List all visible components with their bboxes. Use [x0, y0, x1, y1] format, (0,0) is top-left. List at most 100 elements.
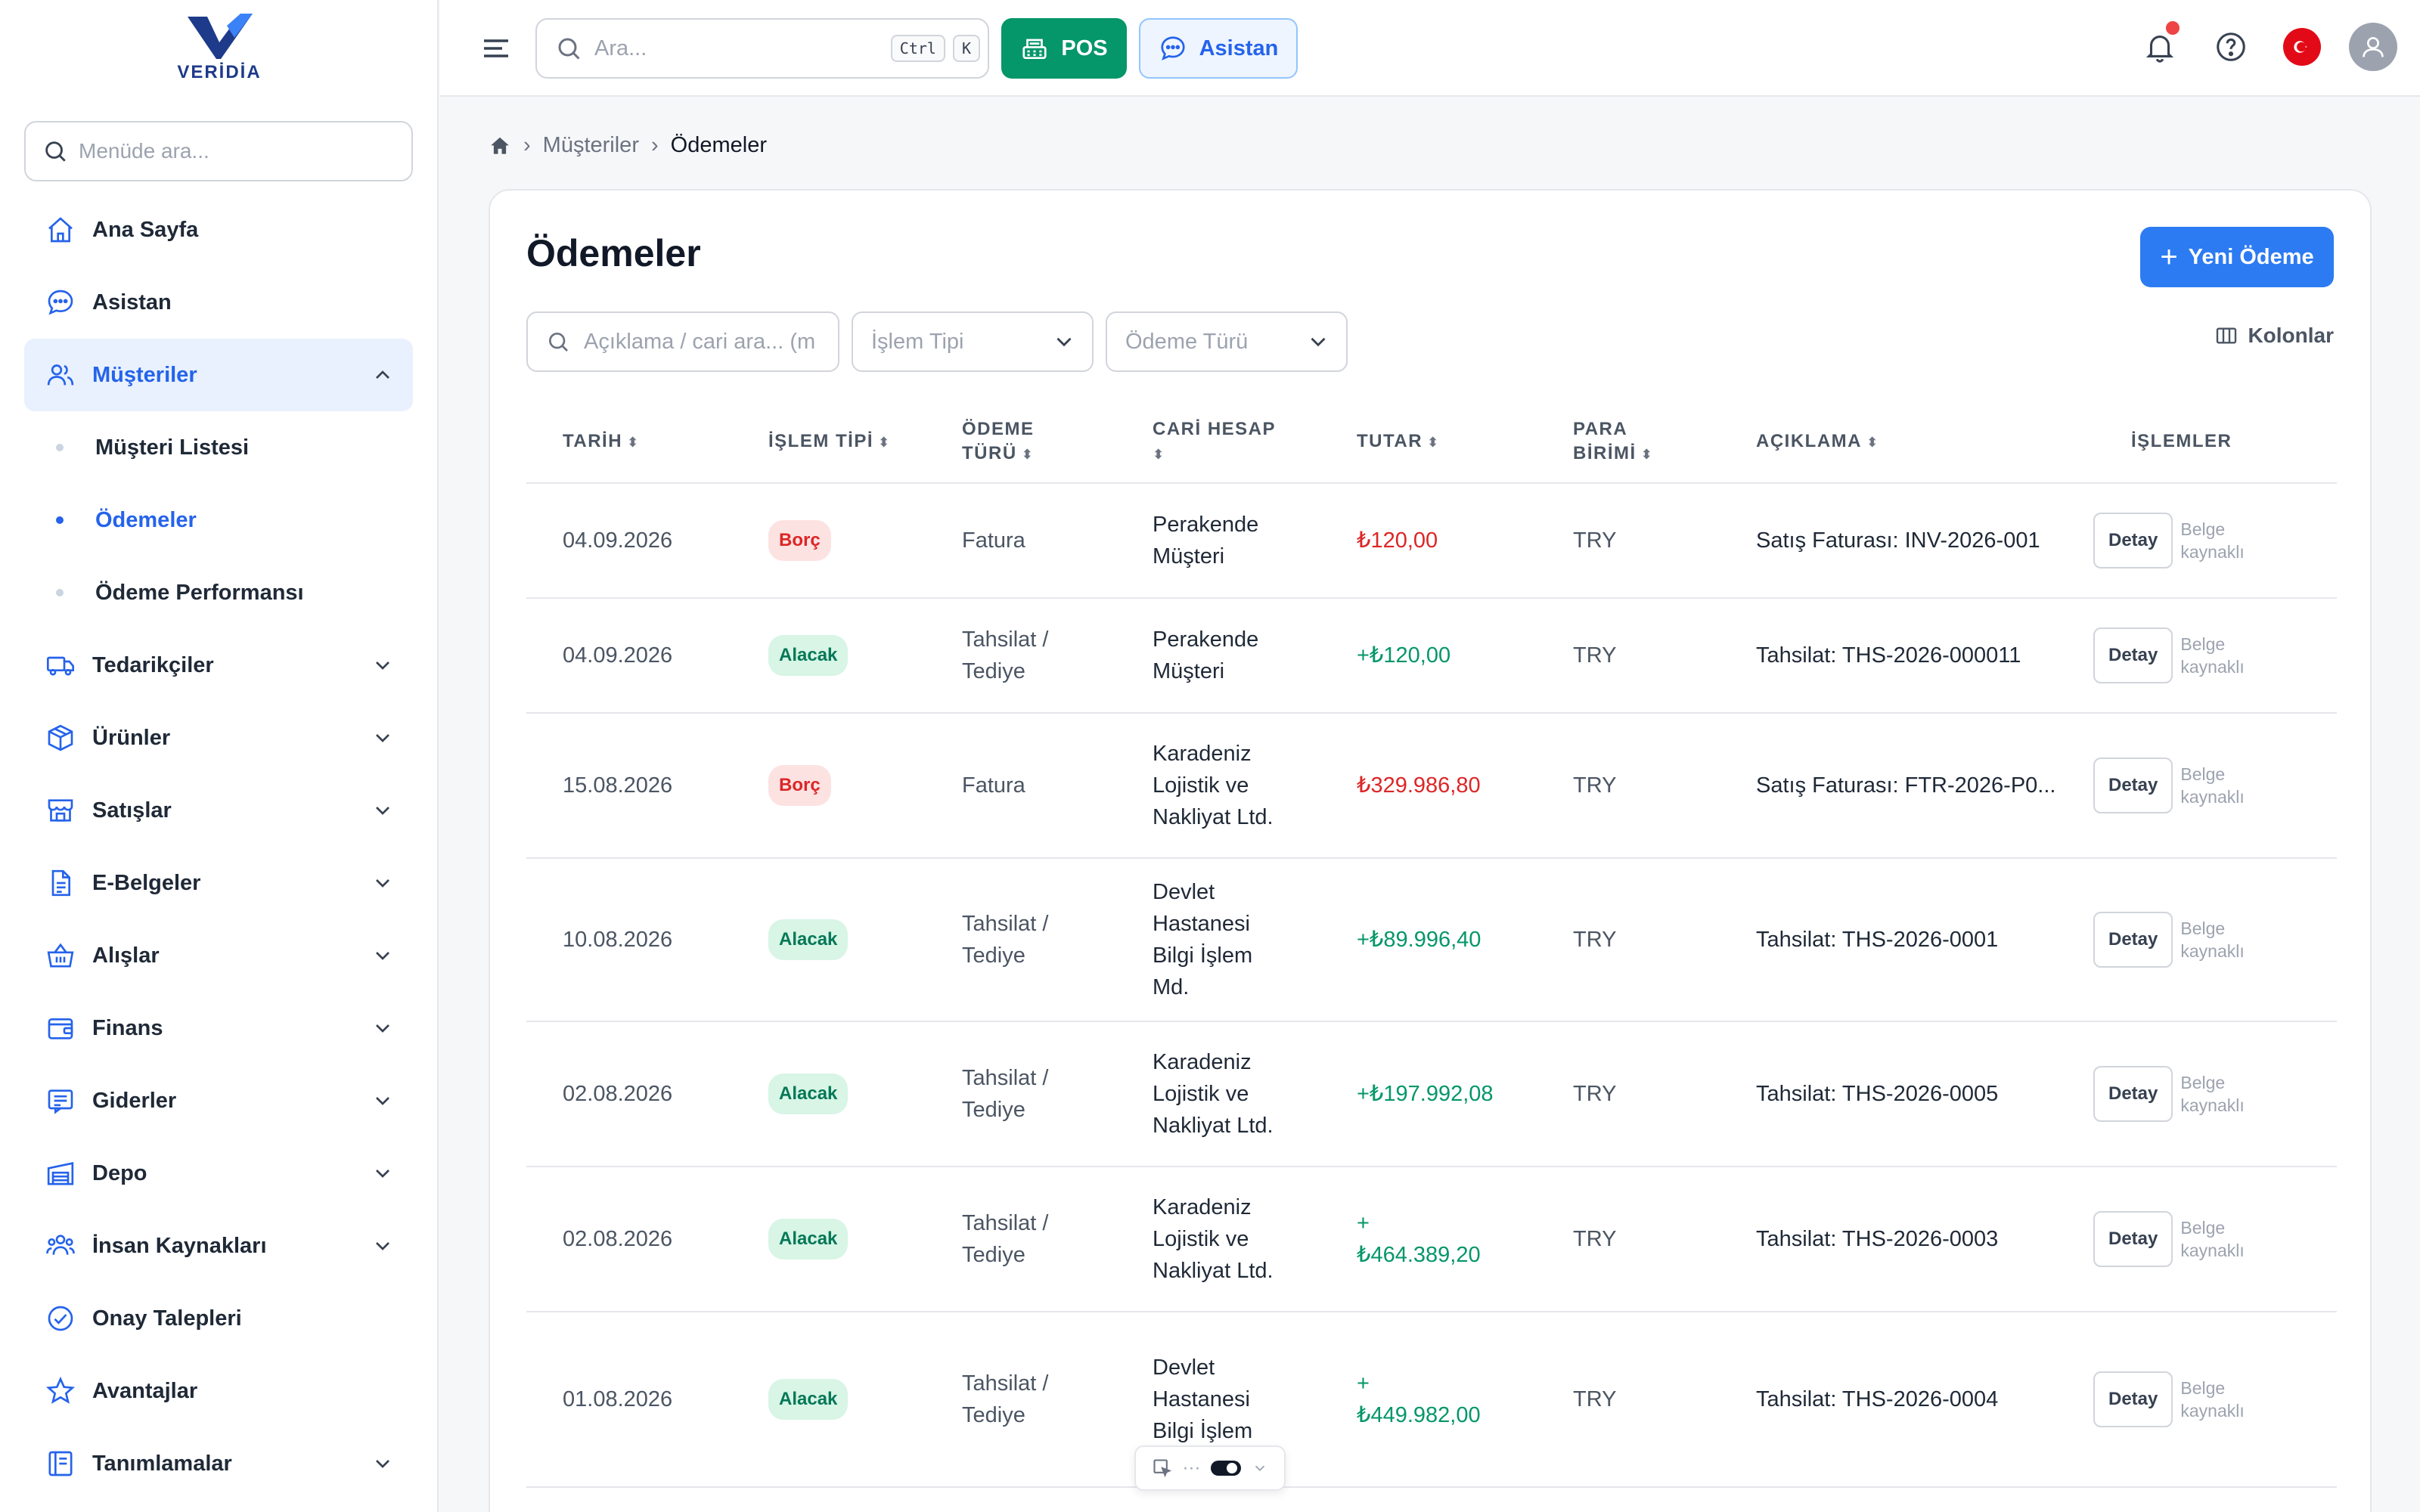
sidebar-item-giderler[interactable]: Giderler: [24, 1064, 413, 1137]
payment-type-line: Tediye: [962, 1098, 1025, 1122]
cell-payment-type: Tahsilat / Tediye: [962, 599, 1048, 712]
cash-register-icon: [1022, 39, 1047, 60]
date-value: 01.08.2026: [563, 1387, 673, 1411]
top-bar: Ara... Ctrl K POS Asistan: [440, 0, 2420, 97]
document-source-note: Belge kaynaklı: [2180, 1071, 2244, 1117]
source-note-line: Belge: [2180, 1378, 2226, 1398]
sidebar-item-e-belgeler[interactable]: E-Belgeler: [24, 847, 413, 919]
document-source-note: Belge kaynaklı: [2180, 763, 2244, 808]
sidebar-item-onay-talepleri[interactable]: Onay Talepleri: [24, 1282, 413, 1355]
crescent-star-icon: [2294, 41, 2308, 53]
source-note-line: Belge: [2180, 634, 2226, 654]
column-header-type[interactable]: İŞLEM TİPİ ⬍: [768, 429, 891, 454]
sidebar-subitem-musteri-listesi[interactable]: Müşteri Listesi: [24, 411, 413, 484]
detail-button[interactable]: Detay: [2093, 513, 2173, 569]
detail-button[interactable]: Detay: [2093, 627, 2173, 683]
cell-date: 04.09.2026: [563, 484, 672, 597]
bullet-icon: [56, 516, 64, 524]
account-line: Devlet: [1153, 1356, 1215, 1380]
payment-type-select[interactable]: Ödeme Türü: [1106, 311, 1348, 372]
sidebar-item-tedarikciler[interactable]: Tedarikçiler: [24, 629, 413, 702]
menu-toggle-icon[interactable]: [478, 30, 514, 67]
cell-payment-type: Fatura: [962, 484, 1025, 597]
help-button[interactable]: [2207, 23, 2255, 71]
sidebar-item-alislar[interactable]: Alışlar: [24, 919, 413, 992]
currency-value: TRY: [1573, 643, 1617, 668]
pos-button[interactable]: POS: [1001, 18, 1127, 79]
cell-account: Devlet Hastanesi Bilgi İşlem: [1153, 1312, 1252, 1486]
bullet-icon: [56, 589, 64, 596]
global-search-input[interactable]: Ara... Ctrl K: [535, 18, 989, 79]
detail-button[interactable]: Detay: [2093, 758, 2173, 813]
amount-line: +₺197.992,08: [1357, 1082, 1494, 1106]
column-header-description[interactable]: AÇIKLAMA ⬍: [1756, 429, 1879, 454]
description-value: Tahsilat: THS-2026-0004: [1756, 1387, 1999, 1411]
column-header-date[interactable]: TARİH ⬍: [563, 429, 640, 454]
breadcrumb-link-musteriler[interactable]: Müşteriler: [542, 133, 639, 157]
sidebar-item-label: İnsan Kaynakları: [92, 1233, 267, 1258]
brand-logo[interactable]: VERİDİA: [151, 12, 287, 88]
sidebar-subitem-odeme-performansi[interactable]: Ödeme Performansı: [24, 556, 413, 629]
cell-currency: TRY: [1573, 1312, 1616, 1486]
cell-date: 15.08.2026: [563, 714, 672, 857]
cell-description: Tahsilat: THS-2026-0005: [1756, 1022, 1998, 1166]
top-right-actions: [2113, 21, 2397, 71]
sidebar-item-tanimlamalar[interactable]: Tanımlamalar: [24, 1427, 413, 1500]
sort-icon: ⬍: [1427, 435, 1440, 450]
notifications-button[interactable]: [2136, 21, 2184, 71]
detail-button[interactable]: Detay: [2093, 1211, 2173, 1267]
column-header-payment-type[interactable]: ÖDEME TÜRÜ ⬍: [962, 417, 1035, 466]
cell-description: Tahsilat: THS-2026-000011: [1756, 599, 2021, 712]
sort-icon: ⬍: [1153, 447, 1165, 462]
sidebar-item-label: Tedarikçiler: [92, 652, 214, 677]
user-menu-button[interactable]: [2349, 23, 2397, 71]
language-button[interactable]: [2278, 23, 2326, 71]
toggle-switch-icon[interactable]: [1210, 1459, 1242, 1477]
box-icon: [42, 720, 79, 756]
column-header-amount[interactable]: TUTAR ⬍: [1357, 429, 1440, 454]
chevron-down-icon[interactable]: [1252, 1460, 1268, 1476]
new-payment-button[interactable]: + Yeni Ödeme: [2140, 227, 2334, 287]
description-value: Tahsilat: THS-2026-000011: [1756, 643, 2021, 668]
sidebar-item-asistan[interactable]: Asistan: [24, 266, 413, 339]
column-header-label: ÖDEME: [962, 419, 1035, 439]
currency-value: TRY: [1573, 1227, 1617, 1251]
sidebar-item-urunler[interactable]: Ürünler: [24, 702, 413, 774]
plus-icon: +: [2160, 240, 2178, 274]
sidebar-item-label: Avantajlar: [92, 1378, 198, 1403]
columns-button[interactable]: Kolonlar: [2214, 324, 2334, 348]
description-search-input[interactable]: Açıklama / cari ara... (m: [526, 311, 839, 372]
column-header-account[interactable]: CARİ HESAP ⬍: [1153, 417, 1276, 466]
transaction-type-badge: Alacak: [768, 1219, 849, 1259]
transaction-type-select[interactable]: İşlem Tipi: [852, 311, 1094, 372]
detail-button[interactable]: Detay: [2093, 912, 2173, 968]
assistant-button[interactable]: Asistan: [1139, 18, 1298, 79]
chevron-down-icon: [1311, 337, 1326, 347]
sidebar-item-musteriler[interactable]: Müşteriler: [24, 339, 413, 411]
cell-date: 04.09.2026: [563, 599, 672, 712]
column-header-currency[interactable]: PARA BİRİMİ ⬍: [1573, 417, 1653, 466]
column-header-label: TARİH: [563, 431, 623, 451]
sidebar-subitem-odemeler[interactable]: Ödemeler: [24, 484, 413, 556]
chevron-down-icon: [1056, 337, 1072, 347]
sidebar-item-ana-sayfa[interactable]: Ana Sayfa: [24, 194, 413, 266]
transaction-type-badge: Alacak: [768, 1074, 849, 1114]
chevron-right-icon: ›: [523, 133, 531, 157]
source-note-line: kaynaklı: [2180, 941, 2245, 961]
more-dots-icon[interactable]: ···: [1182, 1458, 1201, 1478]
shortcut-k-key: K: [952, 35, 980, 62]
chevron-down-icon: [376, 879, 389, 888]
column-header-label: TÜRÜ: [962, 443, 1017, 463]
sidebar-item-satislar[interactable]: Satışlar: [24, 774, 413, 847]
sidebar-item-depo[interactable]: Depo: [24, 1137, 413, 1210]
home-icon[interactable]: [489, 135, 511, 157]
description-value: Tahsilat: THS-2026-0001: [1756, 928, 1999, 952]
sidebar-item-avantajlar[interactable]: Avantajlar: [24, 1355, 413, 1427]
columns-icon: [2217, 327, 2237, 344]
sidebar-item-insan-kaynaklari[interactable]: İnsan Kaynakları: [24, 1210, 413, 1282]
inspect-cursor-icon[interactable]: [1152, 1458, 1173, 1479]
detail-button[interactable]: Detay: [2093, 1371, 2173, 1427]
menu-search-input[interactable]: Menüde ara...: [24, 121, 413, 181]
sidebar-item-finans[interactable]: Finans: [24, 992, 413, 1064]
detail-button[interactable]: Detay: [2093, 1066, 2173, 1122]
